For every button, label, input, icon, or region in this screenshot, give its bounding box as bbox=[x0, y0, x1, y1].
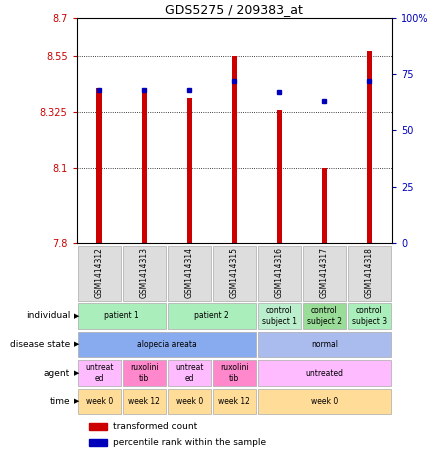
Bar bbox=[348, 303, 391, 329]
Bar bbox=[213, 246, 256, 301]
Bar bbox=[187, 98, 192, 243]
Bar bbox=[168, 303, 256, 329]
Bar bbox=[258, 360, 391, 386]
Bar bbox=[78, 389, 121, 414]
Text: week 12: week 12 bbox=[128, 397, 160, 406]
Bar bbox=[78, 360, 121, 386]
Text: week 0: week 0 bbox=[176, 397, 203, 406]
Text: ▶: ▶ bbox=[74, 313, 80, 319]
Bar bbox=[168, 360, 211, 386]
Bar bbox=[168, 389, 211, 414]
Text: alopecia areata: alopecia areata bbox=[137, 340, 197, 349]
Text: GSM1414318: GSM1414318 bbox=[365, 247, 374, 298]
Text: GSM1414313: GSM1414313 bbox=[140, 247, 149, 298]
Text: GSM1414314: GSM1414314 bbox=[185, 247, 194, 298]
Text: GSM1414312: GSM1414312 bbox=[95, 247, 104, 298]
Bar bbox=[96, 88, 102, 243]
Bar bbox=[123, 360, 166, 386]
Bar bbox=[123, 389, 166, 414]
Text: transformed count: transformed count bbox=[113, 422, 197, 431]
Text: patient 1: patient 1 bbox=[104, 312, 139, 320]
Text: ▶: ▶ bbox=[74, 370, 80, 376]
Text: control
subject 3: control subject 3 bbox=[352, 306, 387, 326]
Bar bbox=[123, 246, 166, 301]
Bar bbox=[258, 246, 301, 301]
Bar bbox=[213, 360, 256, 386]
Text: GSM1414317: GSM1414317 bbox=[320, 247, 329, 298]
Text: untreat
ed: untreat ed bbox=[175, 363, 204, 383]
Text: untreat
ed: untreat ed bbox=[85, 363, 113, 383]
Bar bbox=[78, 303, 166, 329]
Bar bbox=[141, 88, 147, 243]
Text: normal: normal bbox=[311, 340, 338, 349]
Text: week 12: week 12 bbox=[219, 397, 250, 406]
Bar bbox=[213, 389, 256, 414]
Bar bbox=[322, 168, 327, 243]
Text: time: time bbox=[49, 397, 70, 406]
Bar bbox=[78, 246, 121, 301]
Text: week 0: week 0 bbox=[85, 397, 113, 406]
Text: ruxolini
tib: ruxolini tib bbox=[130, 363, 159, 383]
Text: disease state: disease state bbox=[10, 340, 70, 349]
Text: control
subject 2: control subject 2 bbox=[307, 306, 342, 326]
Text: ruxolini
tib: ruxolini tib bbox=[220, 363, 249, 383]
Bar bbox=[367, 51, 372, 243]
Bar bbox=[348, 246, 391, 301]
Text: ▶: ▶ bbox=[74, 342, 80, 347]
Text: patient 2: patient 2 bbox=[194, 312, 229, 320]
Bar bbox=[303, 303, 346, 329]
Text: percentile rank within the sample: percentile rank within the sample bbox=[113, 438, 266, 447]
Bar bbox=[258, 332, 391, 357]
Text: control
subject 1: control subject 1 bbox=[262, 306, 297, 326]
Bar bbox=[232, 56, 237, 243]
Text: untreated: untreated bbox=[305, 369, 343, 377]
Text: ▶: ▶ bbox=[74, 399, 80, 405]
Bar bbox=[168, 246, 211, 301]
Text: agent: agent bbox=[44, 369, 70, 377]
Bar bbox=[78, 332, 256, 357]
Bar bbox=[89, 439, 106, 446]
Text: GSM1414315: GSM1414315 bbox=[230, 247, 239, 298]
Text: GSM1414316: GSM1414316 bbox=[275, 247, 284, 298]
Bar bbox=[303, 246, 346, 301]
Bar bbox=[258, 389, 391, 414]
Title: GDS5275 / 209383_at: GDS5275 / 209383_at bbox=[166, 3, 303, 15]
Text: individual: individual bbox=[26, 312, 70, 320]
Bar bbox=[277, 111, 282, 243]
Text: week 0: week 0 bbox=[311, 397, 338, 406]
Bar bbox=[89, 423, 106, 429]
Bar bbox=[258, 303, 301, 329]
